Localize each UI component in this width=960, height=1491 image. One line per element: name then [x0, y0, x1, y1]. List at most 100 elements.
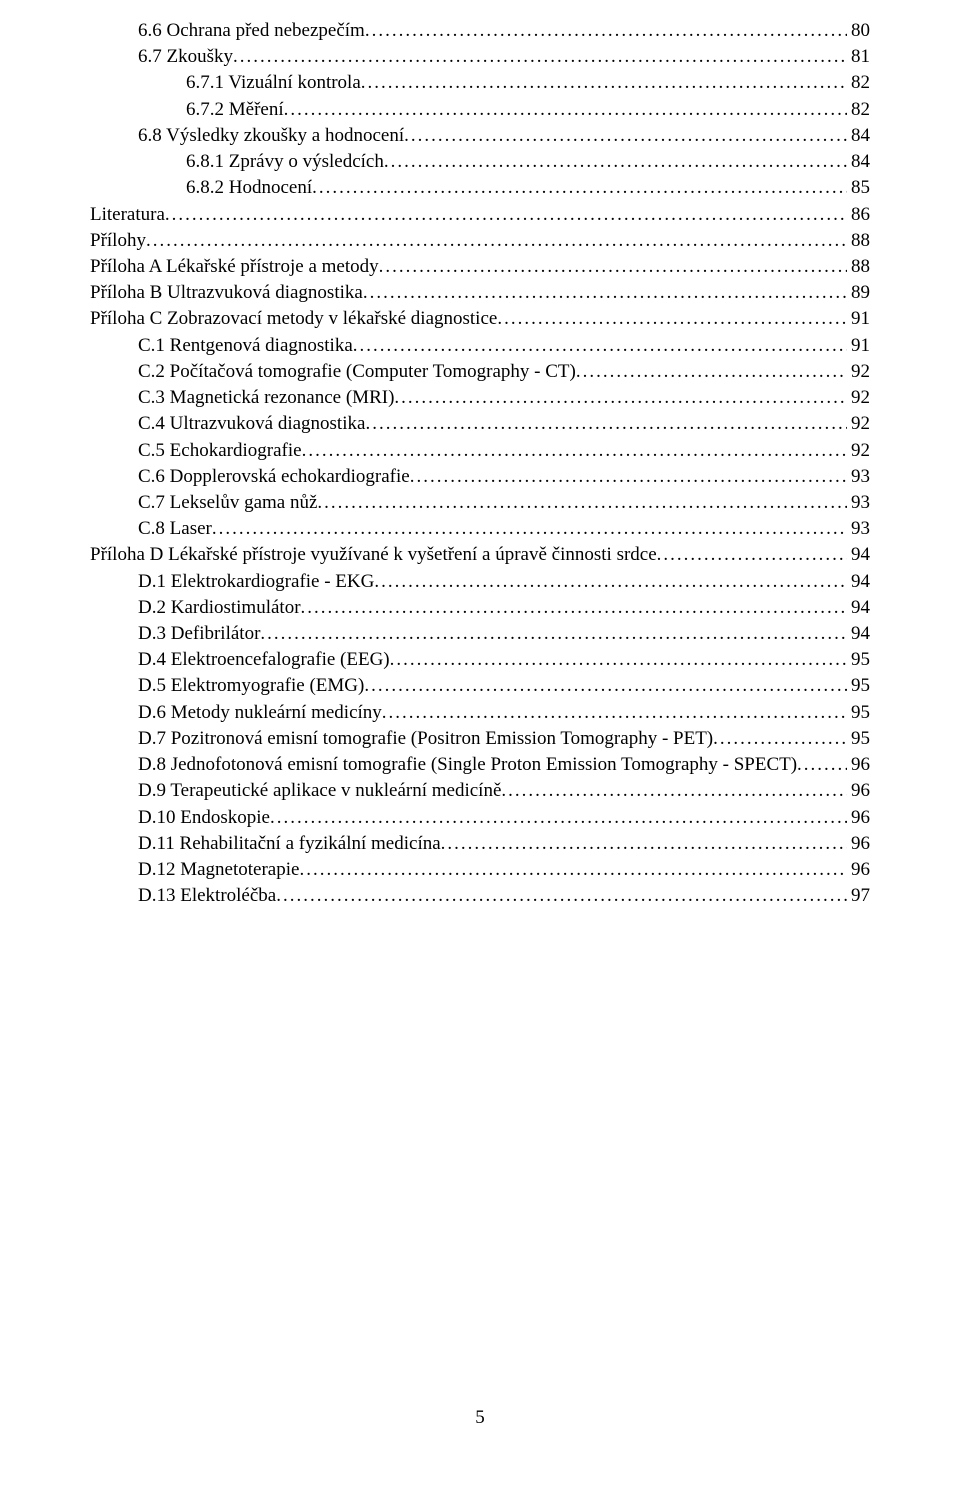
toc-entry-label: Příloha B Ultrazvuková diagnostika: [90, 280, 363, 306]
toc-leader-dots: [270, 805, 847, 831]
toc-leader-dots: [382, 700, 847, 726]
toc-entry-page: 92: [847, 438, 870, 464]
toc-entry-page: 94: [847, 542, 870, 568]
toc-entry-page: 88: [847, 228, 870, 254]
toc-entry-label: D.1 Elektrokardiografie - EKG: [138, 569, 374, 595]
toc-entry: 6.7.2 Měření82: [90, 97, 870, 123]
toc-entry-page: 86: [847, 202, 870, 228]
toc-entry: C.6 Dopplerovská echokardiografie 93: [90, 464, 870, 490]
toc-leader-dots: [576, 359, 847, 385]
toc-entry-label: D.3 Defibrilátor: [138, 621, 260, 647]
toc-entry: Literatura 86: [90, 202, 870, 228]
toc-entry-label: 6.8.1 Zprávy o výsledcích: [186, 149, 384, 175]
document-page: 6.6 Ochrana před nebezpečím806.7 Zkoušky…: [0, 0, 960, 1491]
toc-leader-dots: [364, 673, 847, 699]
toc-entry-page: 92: [847, 359, 870, 385]
toc-entry-label: D.5 Elektromyografie (EMG): [138, 673, 364, 699]
toc-entry-label: 6.8 Výsledky zkoušky a hodnocení: [138, 123, 404, 149]
toc-entry-page: 91: [847, 333, 870, 359]
toc-entry-page: 95: [847, 726, 870, 752]
toc-entry-page: 84: [847, 123, 870, 149]
toc-entry-page: 85: [847, 175, 870, 201]
toc-entry-label: 6.7.1 Vizuální kontrola: [186, 70, 361, 96]
toc-leader-dots: [657, 542, 847, 568]
toc-entry: C.1 Rentgenová diagnostika91: [90, 333, 870, 359]
toc-entry-label: D.7 Pozitronová emisní tomografie (Posit…: [138, 726, 713, 752]
toc-entry: Příloha A Lékařské přístroje a metody88: [90, 254, 870, 280]
toc-entry-page: 95: [847, 647, 870, 673]
toc-entry: D.8 Jednofotonová emisní tomografie (Sin…: [90, 752, 870, 778]
toc-entry-page: 93: [847, 490, 870, 516]
toc-entry-label: Příloha D Lékařské přístroje využívané k…: [90, 542, 657, 568]
toc-leader-dots: [384, 149, 847, 175]
toc-entry-label: Příloha A Lékařské přístroje a metody: [90, 254, 379, 280]
toc-entry-page: 95: [847, 700, 870, 726]
toc-entry-page: 94: [847, 569, 870, 595]
toc-leader-dots: [233, 44, 847, 70]
toc-entry-label: D.10 Endoskopie: [138, 805, 270, 831]
toc-entry: D.10 Endoskopie96: [90, 805, 870, 831]
toc-leader-dots: [410, 464, 847, 490]
toc-leader-dots: [317, 490, 847, 516]
toc-entry-label: Příloha C Zobrazovací metody v lékařské …: [90, 306, 497, 332]
toc-entry-label: 6.6 Ochrana před nebezpečím: [138, 18, 365, 44]
toc-leader-dots: [365, 18, 847, 44]
toc-leader-dots: [276, 883, 847, 909]
toc-entry-label: C.2 Počítačová tomografie (Computer Tomo…: [138, 359, 576, 385]
toc-entry-label: 6.7 Zkoušky: [138, 44, 233, 70]
toc-leader-dots: [165, 202, 847, 228]
toc-leader-dots: [299, 857, 847, 883]
toc-entry-label: 6.7.2 Měření: [186, 97, 284, 123]
toc-entry-page: 96: [847, 831, 870, 857]
toc-entry: Přílohy 88: [90, 228, 870, 254]
toc-entry-label: C.7 Lekselův gama nůž: [138, 490, 317, 516]
toc-entry-label: D.4 Elektroencefalografie (EEG): [138, 647, 390, 673]
toc-entry: D.6 Metody nukleární medicíny 95: [90, 700, 870, 726]
toc-entry: 6.8.2 Hodnocení85: [90, 175, 870, 201]
toc-entry-page: 96: [847, 778, 870, 804]
toc-leader-dots: [390, 647, 847, 673]
toc-leader-dots: [797, 752, 847, 778]
toc-leader-dots: [497, 306, 847, 332]
toc-entry: C.4 Ultrazvuková diagnostika 92: [90, 411, 870, 437]
toc-leader-dots: [441, 831, 847, 857]
toc-entry: D.7 Pozitronová emisní tomografie (Posit…: [90, 726, 870, 752]
toc-entry-page: 92: [847, 411, 870, 437]
toc-leader-dots: [394, 385, 847, 411]
toc-leader-dots: [361, 70, 847, 96]
toc-entry: D.3 Defibrilátor 94: [90, 621, 870, 647]
toc-entry-label: C.8 Laser: [138, 516, 212, 542]
toc-entry: D.13 Elektroléčba 97: [90, 883, 870, 909]
toc-entry: 6.7 Zkoušky 81: [90, 44, 870, 70]
toc-entry-page: 81: [847, 44, 870, 70]
toc-entry-label: D.11 Rehabilitační a fyzikální medicína: [138, 831, 441, 857]
toc-entry-page: 93: [847, 464, 870, 490]
toc-entry-page: 97: [847, 883, 870, 909]
toc-entry-label: D.6 Metody nukleární medicíny: [138, 700, 382, 726]
toc-entry-label: D.13 Elektroléčba: [138, 883, 276, 909]
toc-entry-page: 93: [847, 516, 870, 542]
toc-entry-label: D.12 Magnetoterapie: [138, 857, 299, 883]
toc-entry: C.3 Magnetická rezonance (MRI)92: [90, 385, 870, 411]
toc-entry: Příloha D Lékařské přístroje využívané k…: [90, 542, 870, 568]
toc-entry-page: 82: [847, 70, 870, 96]
toc-entry-page: 91: [847, 306, 870, 332]
toc-entry-page: 95: [847, 673, 870, 699]
toc-entry-label: C.4 Ultrazvuková diagnostika: [138, 411, 365, 437]
toc-entry-label: D.9 Terapeutické aplikace v nukleární me…: [138, 778, 501, 804]
toc-leader-dots: [404, 123, 847, 149]
toc-leader-dots: [365, 411, 847, 437]
toc-entry-page: 94: [847, 621, 870, 647]
toc-entry-label: C.6 Dopplerovská echokardiografie: [138, 464, 410, 490]
toc-leader-dots: [353, 333, 847, 359]
toc-entry: C.5 Echokardiografie 92: [90, 438, 870, 464]
toc-entry: C.7 Lekselův gama nůž 93: [90, 490, 870, 516]
toc-entry-page: 84: [847, 149, 870, 175]
toc-leader-dots: [302, 438, 847, 464]
toc-entry: C.8 Laser 93: [90, 516, 870, 542]
toc-entry: Příloha B Ultrazvuková diagnostika89: [90, 280, 870, 306]
toc-leader-dots: [284, 97, 847, 123]
toc-entry-label: C.5 Echokardiografie: [138, 438, 302, 464]
toc-leader-dots: [363, 280, 847, 306]
toc-leader-dots: [260, 621, 847, 647]
